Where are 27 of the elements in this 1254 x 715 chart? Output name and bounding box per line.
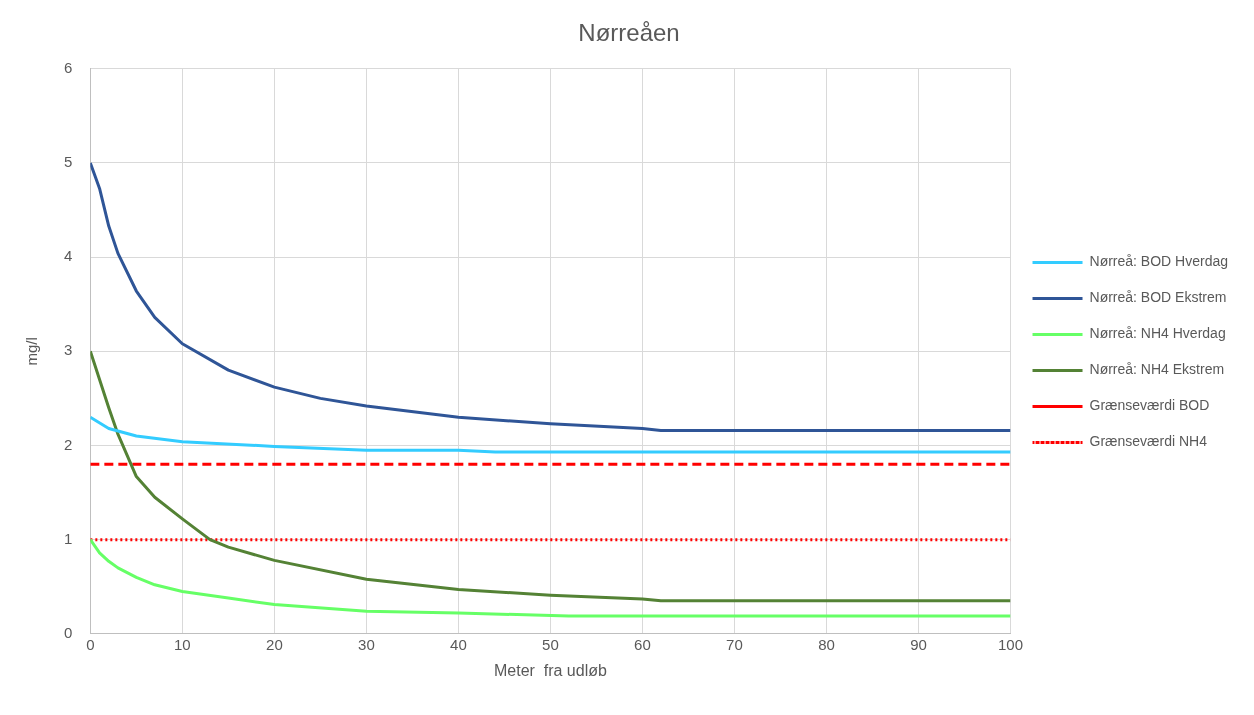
x-tick-label: 90 xyxy=(910,635,927,653)
y-tick-label: 4 xyxy=(64,247,73,265)
y-tick-label: 2 xyxy=(64,435,73,453)
legend-label: Nørreå: NH4 Ekstrem xyxy=(1089,361,1225,378)
y-tick-label: 0 xyxy=(64,623,73,641)
y-tick-label: 5 xyxy=(64,153,73,171)
x-tick-label: 60 xyxy=(634,635,651,653)
legend-label: Grænseværdi NH4 xyxy=(1089,433,1208,450)
legend-label: Nørreå: BOD Hverdag xyxy=(1089,253,1228,270)
legend-label: Nørreå: BOD Ekstrem xyxy=(1089,289,1227,306)
y-tick-label: 3 xyxy=(64,341,73,359)
x-tick-label: 20 xyxy=(266,635,283,653)
x-tick-label: 100 xyxy=(998,635,1024,653)
legend-label: Grænseværdi BOD xyxy=(1089,397,1210,414)
x-axis-title: Meter fra udløb xyxy=(493,661,607,679)
x-tick-label: 30 xyxy=(358,635,375,653)
legend-label: Nørreå: NH4 Hverdag xyxy=(1089,325,1226,342)
x-tick-label: 80 xyxy=(818,635,835,653)
x-tick-label: 70 xyxy=(726,635,743,653)
x-tick-label: 10 xyxy=(174,635,191,653)
x-tick-label: 50 xyxy=(542,635,559,653)
y-tick-label: 6 xyxy=(64,58,73,76)
y-axis-title: mg/l xyxy=(23,337,41,366)
x-tick-label: 40 xyxy=(450,635,467,653)
chart-title: Nørreåen xyxy=(578,19,680,47)
x-tick-label: 0 xyxy=(86,635,95,653)
y-tick-label: 1 xyxy=(64,529,73,547)
